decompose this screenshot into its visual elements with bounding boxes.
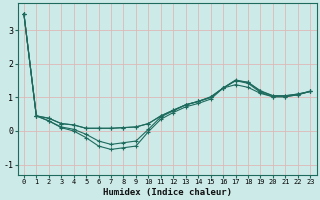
X-axis label: Humidex (Indice chaleur): Humidex (Indice chaleur) (103, 188, 232, 197)
